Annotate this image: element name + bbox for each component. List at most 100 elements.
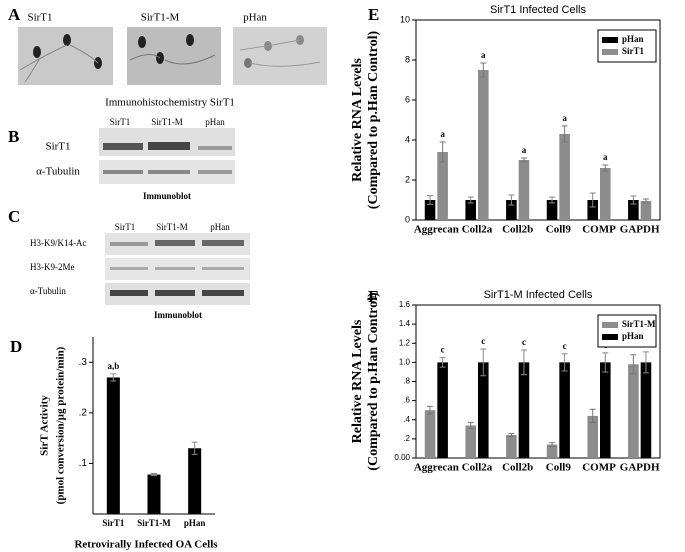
x-tick-label: Aggrecan <box>414 224 459 236</box>
bar <box>424 200 436 220</box>
annotation: c <box>522 337 526 347</box>
y-axis-label: Relative RNA Levels <box>350 319 365 443</box>
x-tick-label: COMP <box>582 462 616 474</box>
bar <box>188 448 202 514</box>
chart-title: SirT1 Infected Cells <box>490 4 586 16</box>
panel-letter: C <box>8 207 20 226</box>
x-tick-label: pHan <box>184 518 206 528</box>
y-axis-label: SirT Activity <box>39 395 51 456</box>
error-bar <box>480 62 487 78</box>
y-tick-label: 1.4 <box>399 319 411 328</box>
panel-letter: D <box>10 337 22 356</box>
legend-label: pHan <box>622 331 644 341</box>
bar <box>628 200 639 220</box>
error-bar <box>508 433 515 437</box>
bar <box>424 410 436 458</box>
x-tick-label: GAPDH <box>620 462 660 474</box>
bar <box>506 435 517 458</box>
blot <box>105 233 250 305</box>
annotation: a <box>522 145 527 155</box>
panel-letter: A <box>8 5 21 24</box>
error-bar <box>630 354 637 375</box>
y-tick-label: 2 <box>405 174 410 184</box>
x-tick-label: COMP <box>582 224 616 236</box>
x-tick-label: Aggrecan <box>414 462 459 474</box>
error-bar <box>602 164 609 172</box>
error-bar <box>561 353 568 372</box>
error-bar <box>630 195 637 205</box>
annotation: c <box>563 341 567 351</box>
bar <box>478 362 489 458</box>
x-tick-label: SirT1 <box>102 518 125 528</box>
bar <box>465 200 476 220</box>
column-label: pHan <box>243 12 267 24</box>
y-tick-label: .6 <box>403 396 410 405</box>
bar <box>600 362 611 458</box>
legend-swatch <box>602 37 618 43</box>
error-bar <box>520 157 527 163</box>
error-bar <box>642 198 649 204</box>
error-bar <box>151 473 157 477</box>
y-tick-label: .3 <box>79 357 88 368</box>
x-tick-label: Coll2b <box>502 224 533 236</box>
y-tick-label: 8 <box>405 54 410 64</box>
bar <box>106 377 120 514</box>
x-tick-label: Coll9 <box>546 224 572 236</box>
y-tick-label: 10 <box>400 14 410 24</box>
error-bar <box>589 408 596 424</box>
error-bar <box>589 192 596 208</box>
column-label: SirT1-M <box>151 117 183 127</box>
legend-label: SirT1-M <box>622 319 656 329</box>
x-tick-label: Coll2a <box>462 224 493 236</box>
error-bar <box>191 441 198 455</box>
y-axis-label: Relative RNA Levels <box>350 58 365 182</box>
annotation: a <box>481 50 486 60</box>
annotation: a,b <box>107 361 119 371</box>
bar <box>437 152 448 220</box>
annotation: a <box>603 152 608 162</box>
bar <box>559 134 570 220</box>
error-bar <box>467 422 474 429</box>
y-tick-label: .2 <box>79 407 88 418</box>
bar <box>559 362 570 458</box>
caption: Immunoblot <box>154 310 202 320</box>
caption: Immunohistochemistry SirT1 <box>105 97 235 109</box>
column-label: pHan <box>210 222 230 232</box>
bar <box>546 200 558 220</box>
column-label: SirT1-M <box>156 222 188 232</box>
annotation: c <box>481 336 485 346</box>
y-axis-label: (Compared to p.Han Control) <box>366 292 381 471</box>
bar <box>506 200 517 220</box>
column-label: SirT1 <box>115 222 136 232</box>
column-label: SirT1-M <box>141 12 180 24</box>
row-label: SirT1 <box>45 141 70 153</box>
panel-letter: E <box>368 5 379 24</box>
x-axis-label: Retrovirally Infected OA Cells <box>74 539 218 551</box>
bar <box>600 168 611 220</box>
error-bar <box>427 195 434 205</box>
error-bar <box>508 194 515 206</box>
y-tick-label: 0 <box>405 214 410 224</box>
row-label: H3-K9/K14-Ac <box>30 238 87 248</box>
y-tick-label: 6 <box>405 94 410 104</box>
error-bar <box>549 442 556 448</box>
blot <box>99 128 235 184</box>
bar <box>478 70 489 220</box>
error-bar <box>480 348 487 377</box>
bar <box>587 415 598 458</box>
y-axis-label: (pmol conversion/µg protein/min) <box>55 346 67 504</box>
x-tick-label: GAPDH <box>620 224 660 236</box>
error-bar <box>642 351 649 374</box>
caption: Immunoblot <box>143 191 191 201</box>
bar <box>628 364 639 458</box>
panel-letter: F <box>368 287 378 306</box>
micrographs <box>18 27 327 85</box>
y-tick-label: .8 <box>403 377 410 386</box>
y-tick-label: 1.2 <box>399 338 411 347</box>
chart-title: SirT1-M Infected Cells <box>484 289 593 301</box>
y-tick-label: 1.6 <box>399 300 411 309</box>
bar <box>640 201 652 220</box>
bar <box>465 425 476 458</box>
y-tick-label: 1.0 <box>399 357 411 366</box>
